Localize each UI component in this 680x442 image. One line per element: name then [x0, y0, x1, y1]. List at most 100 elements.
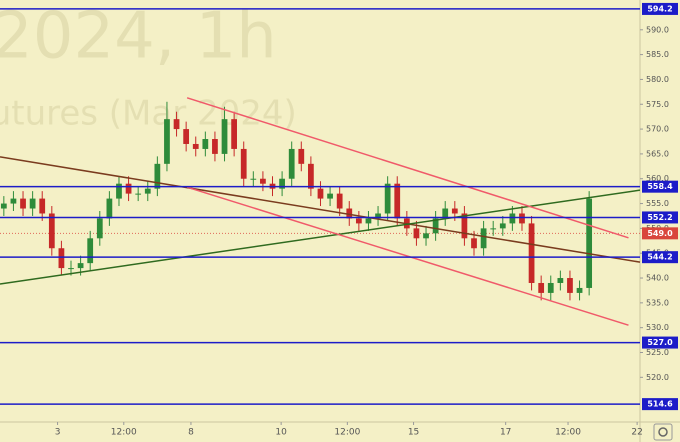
- y-tick-label: 575.0: [646, 100, 669, 109]
- candle-body: [298, 148, 305, 164]
- candle-body: [423, 233, 429, 239]
- candle-body: [39, 198, 46, 214]
- y-tick-label: 590.0: [646, 25, 669, 34]
- watermark-title: 2024, 1h: [0, 0, 277, 74]
- candle-body: [260, 178, 266, 184]
- candle-body: [394, 183, 401, 219]
- level-label-box: [642, 398, 678, 411]
- settings-frame[interactable]: [653, 423, 673, 441]
- candle-body: [135, 193, 142, 195]
- candle-body: [106, 198, 113, 219]
- x-tick-label: 8: [188, 428, 194, 438]
- candle-body: [48, 213, 55, 249]
- level-label-box: [642, 251, 678, 264]
- candle-body: [58, 248, 65, 269]
- candle-body: [125, 183, 132, 194]
- candle-body: [346, 208, 353, 219]
- candle-body: [192, 143, 199, 149]
- x-tick-label: 12:00: [334, 428, 360, 438]
- level-label-box: [642, 211, 678, 224]
- candle-body: [288, 148, 295, 179]
- y-tick-label: 520.0: [646, 373, 669, 382]
- y-tick-label: 565.0: [646, 149, 669, 158]
- last-price-label: 549.0: [647, 229, 673, 238]
- trend-line: [186, 186, 629, 326]
- candle-body: [384, 183, 391, 214]
- settings-button[interactable]: [653, 423, 673, 441]
- candle-body: [461, 213, 468, 239]
- x-tick-label: 12:00: [555, 428, 581, 438]
- candle-body: [509, 213, 516, 224]
- level-label-box: [642, 336, 678, 349]
- trend-line: [186, 97, 629, 239]
- level-label: 544.2: [647, 253, 672, 262]
- candle-body: [202, 139, 209, 149]
- candle-body: [0, 203, 7, 209]
- trend-line: [0, 189, 641, 285]
- x-tick-label: 12:00: [111, 428, 137, 438]
- candle-body: [20, 198, 26, 209]
- x-tick-label: 15: [408, 428, 419, 438]
- level-label-box: [642, 180, 678, 193]
- candle-body: [365, 218, 372, 224]
- candle-body: [116, 183, 122, 199]
- candle-body: [10, 198, 17, 204]
- candle-body: [471, 238, 477, 249]
- candle-body: [375, 213, 381, 219]
- candle-body: [68, 268, 74, 270]
- level-label-box: [642, 2, 678, 15]
- y-tick-label: 540.0: [646, 274, 669, 283]
- candle-body: [154, 163, 161, 189]
- level-label: 558.4: [647, 182, 673, 191]
- candle-body: [538, 282, 545, 293]
- x-tick-label: 10: [275, 428, 287, 438]
- candle-body: [528, 223, 535, 283]
- x-tick-label: 22: [631, 428, 642, 438]
- last-price-box: [642, 227, 678, 240]
- candle-body: [173, 119, 180, 130]
- candle-body: [519, 213, 525, 224]
- candle-body: [317, 188, 324, 199]
- candle-body: [576, 287, 583, 293]
- y-tick-label: 560.0: [646, 174, 669, 183]
- candle-body: [308, 163, 314, 189]
- candle-body: [442, 208, 449, 219]
- candle-body: [355, 218, 362, 224]
- candle-body: [567, 278, 573, 293]
- candle-body: [183, 129, 190, 144]
- level-label: 514.6: [647, 400, 673, 409]
- candle-body: [164, 119, 170, 164]
- candle-body: [96, 218, 103, 239]
- watermark-subtitle: Futures (Mar 2024): [0, 94, 297, 134]
- settings-icon[interactable]: [658, 427, 668, 437]
- candle-body: [480, 228, 487, 249]
- y-tick-label: 535.0: [646, 298, 669, 307]
- x-tick-label: 3: [55, 428, 61, 438]
- x-tick-label: 17: [500, 428, 511, 438]
- level-label: 552.2: [647, 213, 672, 222]
- candle-body: [557, 278, 564, 283]
- candle-body: [221, 119, 228, 154]
- candle-body: [413, 228, 420, 239]
- y-tick-label: 585.0: [646, 50, 669, 59]
- y-tick-label: 525.0: [646, 348, 669, 357]
- y-tick-label: 555.0: [646, 199, 669, 208]
- candle-body: [250, 178, 257, 180]
- level-label: 527.0: [647, 338, 673, 347]
- candle-body: [432, 218, 439, 234]
- y-tick-label: 580.0: [646, 75, 669, 84]
- candle-body: [490, 228, 497, 230]
- candle-body: [240, 148, 247, 179]
- candle-body: [499, 223, 506, 229]
- candle-body: [279, 178, 285, 189]
- candle-body: [336, 193, 343, 209]
- trend-line: [0, 156, 641, 263]
- y-tick-label: 530.0: [646, 323, 669, 332]
- candle-body: [77, 263, 84, 269]
- candle-body: [451, 208, 458, 214]
- candle-body: [87, 238, 94, 264]
- candle-body: [547, 282, 554, 293]
- candle-body: [586, 198, 593, 288]
